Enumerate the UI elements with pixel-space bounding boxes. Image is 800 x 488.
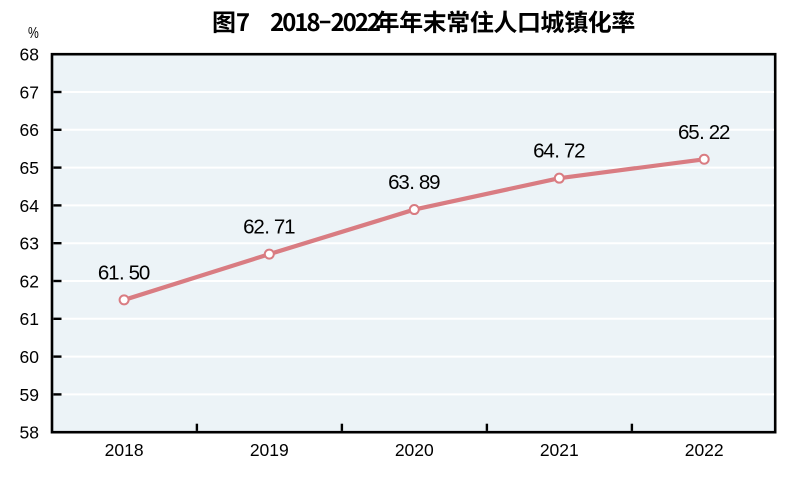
svg-text:2: 2 <box>574 140 585 163</box>
svg-text:9: 9 <box>429 171 440 194</box>
svg-text:64: 64 <box>20 196 40 216</box>
svg-text:2: 2 <box>253 216 264 239</box>
svg-text:2021: 2021 <box>540 440 579 460</box>
svg-text:2: 2 <box>709 121 720 144</box>
svg-text:2020: 2020 <box>395 440 434 460</box>
svg-text:59: 59 <box>20 385 39 405</box>
svg-text:.: . <box>554 140 560 163</box>
svg-text:58: 58 <box>20 423 39 443</box>
svg-text:8: 8 <box>419 171 430 194</box>
svg-text:.: . <box>409 171 415 194</box>
svg-text:1: 1 <box>284 216 295 239</box>
svg-text:.: . <box>699 121 705 144</box>
svg-text:67: 67 <box>20 82 39 102</box>
svg-text:62: 62 <box>20 271 39 291</box>
svg-text:68: 68 <box>20 45 39 65</box>
svg-text:6: 6 <box>678 121 689 144</box>
svg-text:4: 4 <box>543 140 554 163</box>
svg-text:2: 2 <box>719 121 730 144</box>
svg-text:5: 5 <box>129 261 140 284</box>
svg-text:3: 3 <box>398 171 409 194</box>
svg-text:6: 6 <box>533 140 544 163</box>
svg-text:0: 0 <box>139 261 150 284</box>
svg-text:65: 65 <box>20 158 39 178</box>
svg-text:%: % <box>28 25 39 42</box>
svg-text:6: 6 <box>388 171 399 194</box>
svg-text:.: . <box>264 216 270 239</box>
svg-text:63: 63 <box>20 234 39 254</box>
svg-text:5: 5 <box>688 121 699 144</box>
svg-text:60: 60 <box>20 347 40 367</box>
svg-text:7: 7 <box>564 140 575 163</box>
svg-text:6: 6 <box>243 216 254 239</box>
svg-text:2019: 2019 <box>250 440 289 460</box>
svg-text:1: 1 <box>108 261 119 284</box>
svg-text:66: 66 <box>20 120 39 140</box>
svg-text:2018: 2018 <box>105 440 144 460</box>
svg-text:61: 61 <box>20 309 39 329</box>
svg-text:6: 6 <box>98 261 109 284</box>
svg-text:.: . <box>119 261 125 284</box>
svg-text:7: 7 <box>274 216 285 239</box>
svg-text:2022: 2022 <box>685 440 724 460</box>
